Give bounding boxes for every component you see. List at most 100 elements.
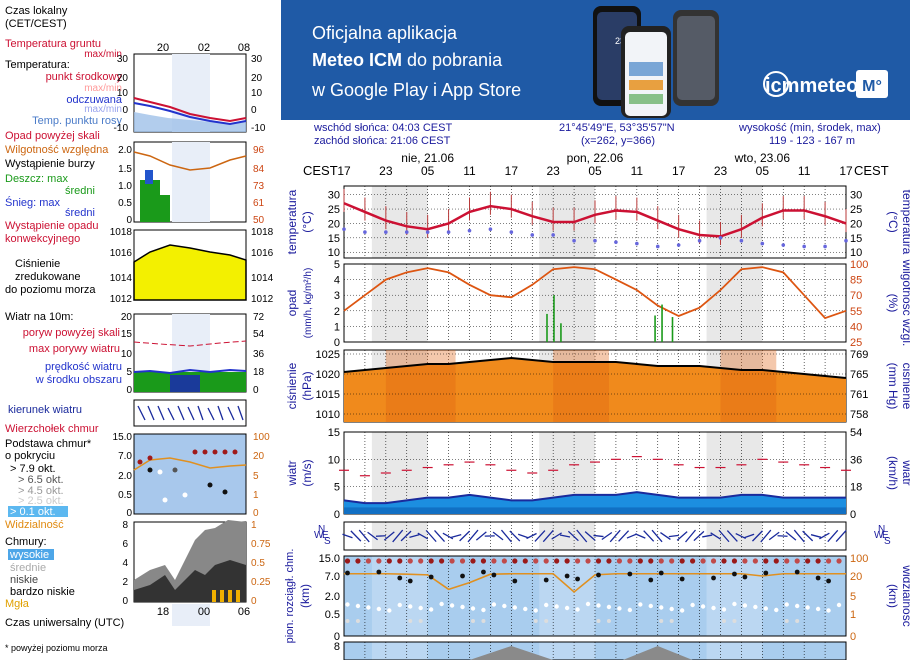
pressure-area bbox=[344, 358, 846, 422]
cloudbase-tick-right: 5 bbox=[850, 591, 856, 603]
cloud-low-dot bbox=[502, 603, 507, 609]
cloud-low-dot bbox=[836, 602, 842, 608]
svg-text:1016: 1016 bbox=[251, 248, 274, 259]
cloud-top-dot bbox=[742, 558, 748, 564]
day-label: nie, 21.06 bbox=[401, 151, 454, 165]
wind-tick-left: 10 bbox=[328, 454, 340, 466]
cloud-top-dot bbox=[543, 558, 549, 564]
compass-right: W bbox=[874, 530, 884, 541]
pressure-tick-left: 1015 bbox=[316, 389, 340, 401]
grid-position: (x=262, y=366) bbox=[581, 135, 655, 147]
hour-label: 17 bbox=[505, 164, 519, 178]
svg-text:2.0: 2.0 bbox=[118, 145, 132, 156]
legend-pressure-1: Ciśnienie bbox=[15, 258, 60, 270]
cloud-top-dot bbox=[344, 558, 351, 564]
temp-ylabel-right-unit: (°C) bbox=[886, 211, 900, 232]
night-band bbox=[539, 556, 595, 636]
cloud-low-dot bbox=[617, 606, 622, 611]
cloud-top-dot bbox=[376, 558, 382, 564]
night-band bbox=[539, 264, 595, 342]
temp-tick-right: 30 bbox=[850, 190, 862, 202]
dew-point-dot bbox=[488, 227, 493, 231]
pressure-ylabel-left: ciśnienie bbox=[285, 362, 299, 409]
precip-tick-left: 3 bbox=[334, 290, 340, 302]
svg-text:0: 0 bbox=[126, 215, 132, 226]
svg-text:1: 1 bbox=[253, 490, 259, 501]
cloudbase-ylabel-left: pion. rozciągł. chm. bbox=[284, 549, 296, 644]
legend-footnote: * powyżej poziomu morza bbox=[5, 643, 108, 653]
temp-tick-left: 20 bbox=[328, 218, 340, 230]
wind-arrow bbox=[409, 534, 420, 538]
wind-tick-right: 54 bbox=[850, 427, 862, 439]
cloudbase-tick-left: 7.0 bbox=[325, 571, 340, 583]
wind-arrow bbox=[358, 529, 370, 543]
cloudbase-ylabel-right: widzialność bbox=[900, 564, 910, 626]
svg-text:0.5: 0.5 bbox=[118, 490, 132, 501]
svg-text:5: 5 bbox=[126, 367, 132, 378]
wind-arrow bbox=[459, 530, 471, 542]
svg-text:20: 20 bbox=[117, 73, 129, 84]
svg-text:0.5: 0.5 bbox=[251, 558, 265, 569]
legend-temp-felt: odczuwana bbox=[66, 94, 123, 106]
svg-text:73: 73 bbox=[253, 181, 265, 192]
svg-text:0: 0 bbox=[122, 596, 128, 607]
cloud-low-dot bbox=[627, 607, 633, 613]
dew-point-dot bbox=[844, 238, 848, 243]
cloud-top-dot bbox=[731, 558, 738, 564]
legend-fog: Mgła bbox=[5, 598, 30, 610]
svg-text:54: 54 bbox=[253, 329, 265, 340]
night-band bbox=[539, 642, 595, 660]
wind-arrow bbox=[660, 532, 671, 540]
cloud-low-dot bbox=[815, 606, 821, 612]
wind-arrow bbox=[417, 532, 429, 540]
cloud-top-dot bbox=[658, 558, 664, 564]
wind-area-low bbox=[344, 507, 846, 514]
hour-label: 23 bbox=[546, 164, 560, 178]
dew-point-dot bbox=[384, 230, 388, 234]
legend-clouds-low: niskie bbox=[10, 574, 38, 586]
cloud-top-dot bbox=[700, 558, 706, 564]
wind-arrow bbox=[467, 529, 479, 543]
elevation-label: wysokość (min, środek, max) bbox=[739, 122, 881, 134]
legend-snow-max: Śnieg: max bbox=[5, 196, 61, 209]
legend-rain-mean: średni bbox=[65, 185, 95, 197]
cloud-top-dot bbox=[752, 558, 758, 564]
svg-text:1018: 1018 bbox=[251, 227, 274, 238]
dew-point-dot bbox=[655, 244, 660, 249]
legend-precip-above: Opad powyżej skali bbox=[5, 130, 100, 142]
cloud-low-dot bbox=[355, 603, 361, 609]
wind-tick-left: 5 bbox=[334, 482, 340, 494]
svg-text:1018: 1018 bbox=[110, 227, 133, 238]
tz-label-left: CEST bbox=[303, 163, 338, 178]
svg-text:10: 10 bbox=[251, 88, 263, 99]
cloud-top-dot bbox=[501, 558, 507, 564]
precip-ylabel-left-unit: (mm/h, kg/m²/h) bbox=[303, 268, 314, 339]
cloudbase-tick-left: 15.0 bbox=[319, 553, 340, 565]
legend-clouds-ticks: 8 6 4 2 0 1 0.75 0.5 0.25 0 bbox=[122, 520, 270, 607]
wind-arrow bbox=[685, 529, 697, 543]
cloud-vlow-dot bbox=[408, 619, 413, 623]
cloud-vlow-dot bbox=[795, 619, 800, 623]
cloud-top-dot bbox=[690, 558, 696, 564]
svg-text:84: 84 bbox=[253, 164, 265, 175]
cloud-low-dot bbox=[366, 605, 371, 610]
cloud-low-dot bbox=[428, 607, 434, 612]
wind-arrow bbox=[350, 530, 362, 542]
wind-arrow bbox=[668, 534, 679, 538]
svg-text:1.5: 1.5 bbox=[118, 164, 132, 175]
cloud-top-dot bbox=[784, 558, 790, 564]
cloud-vlow-dot bbox=[418, 619, 423, 623]
dew-point-dot bbox=[802, 244, 806, 249]
cloud-top-dot bbox=[522, 558, 528, 564]
cloud-vlow-dot bbox=[659, 619, 664, 623]
cloud-base-dot bbox=[564, 573, 570, 579]
hour-label: 11 bbox=[798, 164, 811, 178]
temp-ylabel-right: temperatura bbox=[900, 190, 910, 255]
cloud-top-dot bbox=[355, 558, 361, 564]
wind-arrow bbox=[618, 530, 630, 542]
legend-hour-bottom: 06 bbox=[238, 606, 250, 618]
cloud-vlow-dot bbox=[345, 619, 350, 623]
svg-text:0: 0 bbox=[126, 385, 132, 396]
cloud-vlow-dot bbox=[470, 619, 475, 623]
app-banner[interactable]: Oficjalna aplikacja Meteo ICM do pobrani… bbox=[281, 0, 910, 120]
